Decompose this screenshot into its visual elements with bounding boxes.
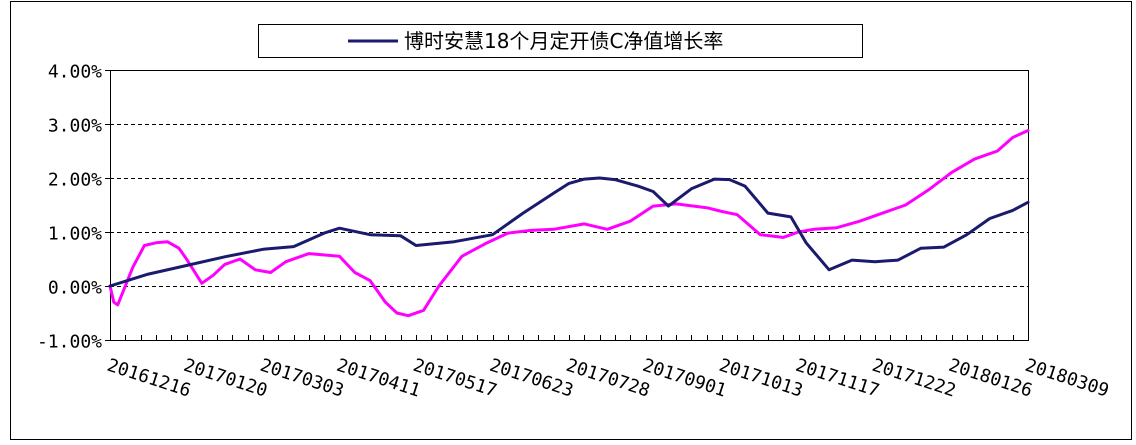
- y-tick-label: 4.00%: [48, 62, 102, 83]
- y-tick-label: 2.00%: [48, 170, 102, 191]
- y-tick-label: 3.00%: [48, 116, 102, 137]
- legend-label-main: 博时安慧18个月定开债C净值增长率: [404, 29, 723, 53]
- plot-area: [110, 70, 1029, 341]
- series-layer: [108, 129, 1030, 318]
- legend: 博时安慧18个月定开债C净值增长率: [258, 24, 863, 58]
- y-tick-label: -1.00%: [37, 332, 102, 353]
- y-tick-label: 0.00%: [48, 278, 102, 299]
- y-axis: -1.00% 0.00% 1.00% 2.00% 3.00% 4.00%: [37, 62, 110, 353]
- y-tick-label: 1.00%: [48, 224, 102, 245]
- series-line-benchmark: [108, 129, 1030, 318]
- gridlines: [110, 124, 1028, 287]
- series-line-main: [108, 176, 1030, 288]
